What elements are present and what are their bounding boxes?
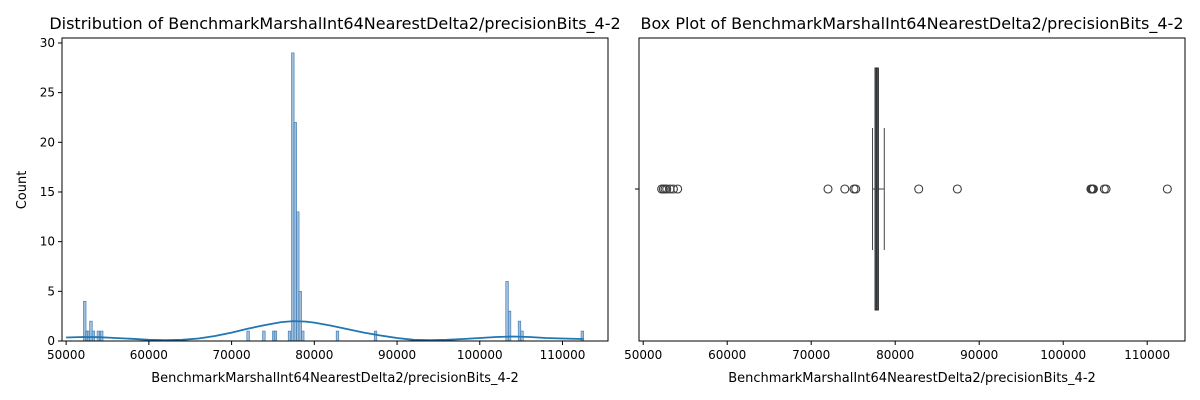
- histogram-bar: [273, 330, 278, 342]
- boxplot-x-axis-label: BenchmarkMarshalInt64NearestDelta2/preci…: [728, 371, 1096, 386]
- histogram-x-tick-label: 50000: [47, 348, 85, 362]
- histogram-bar: [246, 330, 250, 342]
- histogram-bar: [96, 330, 100, 342]
- boxplot-outlier: [1088, 184, 1098, 194]
- histogram-y-tick-label: 20: [40, 135, 55, 149]
- boxplot-outlier: [914, 184, 924, 194]
- histogram-y-tick-label: 30: [40, 36, 55, 50]
- histogram-y-tick-label: 15: [40, 185, 55, 199]
- boxplot-outlier: [851, 184, 861, 194]
- boxplot-subplot: Box Plot of BenchmarkMarshalInt64Nearest…: [624, 14, 1186, 386]
- boxplot-x-tick-label: 70000: [792, 348, 830, 362]
- boxplot-title: Box Plot of BenchmarkMarshalInt64Nearest…: [640, 14, 1183, 34]
- boxplot-x-ticks: 50000 60000 70000 80000 90000 100000 110000: [624, 341, 1170, 362]
- boxplot-x-tick-label: 110000: [1124, 348, 1170, 362]
- histogram-y-ticks: 0 5 10 15 20 25 30: [40, 36, 62, 348]
- histogram-bar: [100, 330, 104, 342]
- histogram-x-tick-label: 110000: [540, 348, 586, 362]
- histogram-x-tick-label: 100000: [457, 348, 503, 362]
- histogram-y-tick-label: 5: [47, 284, 55, 298]
- histogram-y-tick-label: 0: [47, 334, 55, 348]
- boxplot-outlier: [673, 184, 683, 194]
- histogram-frame: [61, 37, 609, 342]
- boxplot-x-tick-label: 100000: [1040, 348, 1086, 362]
- histogram-y-axis-label: Count: [15, 171, 30, 210]
- histogram-bar: [262, 330, 266, 342]
- histogram-bar: [287, 330, 292, 342]
- histogram-title: Distribution of BenchmarkMarshalInt64Nea…: [49, 14, 620, 34]
- boxplot-outlier: [823, 184, 833, 194]
- histogram-bar: [301, 330, 305, 342]
- histogram-x-tick-label: 90000: [378, 348, 416, 362]
- boxplot-outlier: [662, 184, 672, 194]
- histogram-x-ticks: 50000 60000 70000 80000 90000 100000 110000: [47, 341, 585, 362]
- boxplot-outlier: [668, 184, 678, 194]
- histogram-y-tick-label: 25: [40, 86, 55, 100]
- boxplot-outlier: [952, 184, 962, 194]
- histogram-bar: [91, 330, 96, 342]
- boxplot-marks: [657, 67, 1172, 311]
- boxplot-x-tick-label: 50000: [624, 348, 662, 362]
- histogram-y-tick-label: 10: [40, 235, 55, 249]
- histogram-x-axis-label: BenchmarkMarshalInt64NearestDelta2/preci…: [151, 371, 519, 386]
- boxplot-x-tick-label: 80000: [876, 348, 914, 362]
- boxplot-outlier: [1101, 184, 1111, 194]
- boxplot-outlier: [1162, 184, 1172, 194]
- histogram-x-tick-label: 80000: [295, 348, 333, 362]
- histogram-subplot: Distribution of BenchmarkMarshalInt64Nea…: [15, 14, 621, 386]
- boxplot-outlier: [840, 184, 850, 194]
- kde-curve: [66, 320, 584, 342]
- histogram-bar: [335, 330, 340, 342]
- boxplot-x-tick-label: 60000: [708, 348, 746, 362]
- histogram-x-tick-label: 60000: [130, 348, 168, 362]
- histogram-bars: [83, 52, 584, 342]
- boxplot-frame: [638, 37, 1186, 342]
- boxplot-x-tick-label: 90000: [960, 348, 998, 362]
- histogram-bar: [373, 330, 378, 342]
- histogram-x-tick-label: 70000: [212, 348, 250, 362]
